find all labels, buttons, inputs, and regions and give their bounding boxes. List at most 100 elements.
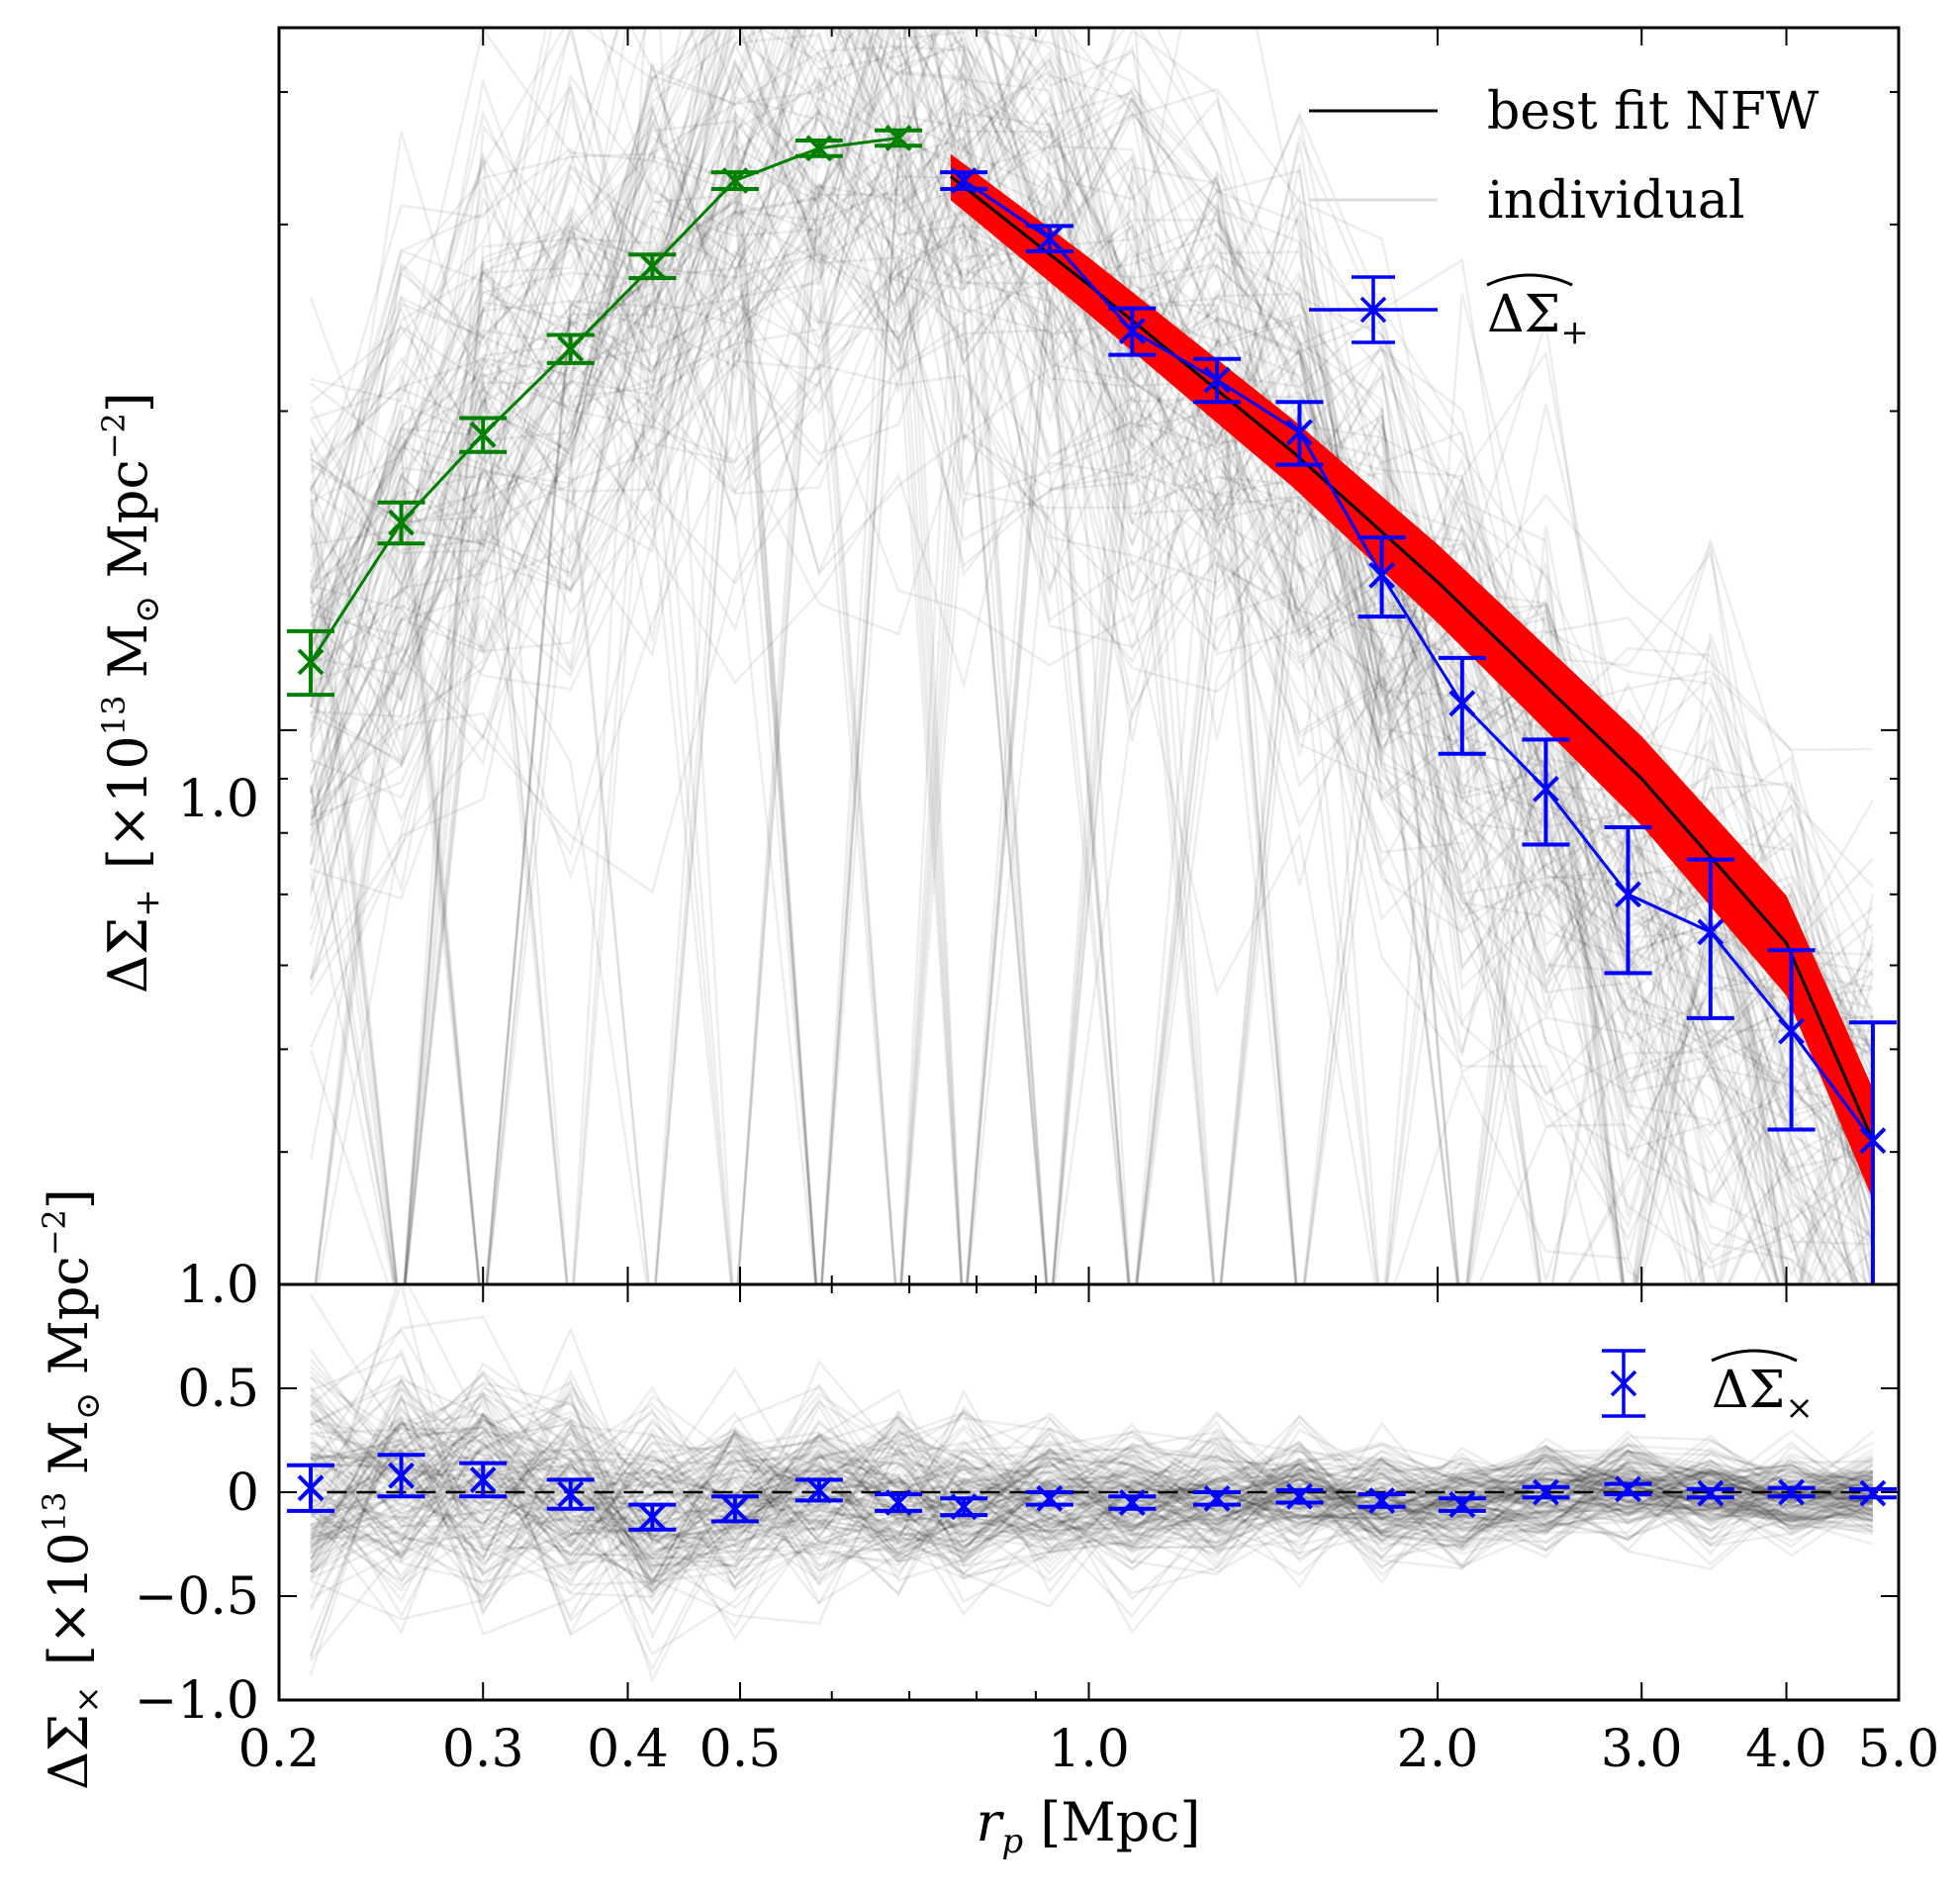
individual-curve-top — [309, 142, 1872, 1284]
individual-curve-bottom — [309, 1378, 1874, 1626]
individual-curve-top — [309, 114, 1874, 1284]
ylabel-top-bracket: [×10 — [97, 735, 159, 869]
individual-curve-bottom — [309, 1384, 1874, 1576]
individual-curve-top — [309, 319, 1807, 1284]
individual-curve-top — [309, 28, 1874, 1155]
cross-data-marker — [1697, 1479, 1725, 1507]
fitted-data-marker — [1615, 881, 1641, 908]
individual-curve-top — [309, 28, 1874, 1232]
individual-curve-top — [309, 28, 1875, 1065]
cross-data-point — [940, 1493, 988, 1521]
individual-curve-bottom — [310, 1427, 1874, 1596]
fit-confidence-band — [950, 153, 1873, 1200]
cross-data-point — [1193, 1484, 1242, 1512]
individual-curve-top — [309, 28, 1874, 1284]
individual-curve-bottom — [310, 1454, 1873, 1568]
individual-curve-bottom — [310, 1418, 1874, 1579]
fitted-data-marker — [1118, 318, 1146, 344]
individual-curve-bottom — [310, 1431, 1874, 1566]
individual-curve-top — [309, 257, 1815, 1284]
individual-curve-bottom — [309, 1394, 1873, 1560]
individual-curves-bottom — [309, 1284, 1874, 1683]
individual-curve-top — [309, 377, 1639, 1284]
inner-data-series — [287, 125, 923, 698]
individual-curve-top — [309, 28, 1874, 1095]
fitted-data-point — [1604, 824, 1652, 976]
individual-curve-bottom — [310, 1437, 1874, 1603]
individual-curve-top — [309, 184, 1875, 1284]
individual-curve-bottom — [310, 1385, 1874, 1602]
cross-data-marker — [1859, 1479, 1887, 1507]
ylabel-bot-unit: M — [38, 1420, 100, 1491]
cross-data-point — [1604, 1475, 1652, 1503]
cross-data-marker — [950, 1493, 978, 1521]
individual-curve-top — [309, 132, 1834, 1284]
inner-data-point — [287, 628, 335, 698]
individual-curve-top — [310, 28, 1874, 1160]
cross-data-point — [1357, 1486, 1406, 1514]
individual-curve-top — [310, 154, 1857, 1284]
inner-data-marker — [638, 252, 666, 280]
fitted-data-marker — [1036, 225, 1064, 252]
individual-curve-top — [310, 199, 1874, 1176]
fitted-data-marker — [1778, 1017, 1805, 1045]
inner-data-point — [628, 252, 677, 281]
x-tick-label: 4.0 — [1745, 1720, 1827, 1779]
individual-curve-top — [309, 28, 1875, 1284]
individual-curve-top — [309, 28, 1875, 1284]
cross-data-marker — [638, 1503, 666, 1531]
individual-curve-top — [309, 42, 1875, 1284]
fitted-data-point — [1275, 400, 1324, 467]
individual-curve-bottom — [309, 1407, 1873, 1656]
cross-data-point — [1522, 1478, 1570, 1506]
individual-curve-top — [309, 28, 1874, 1284]
fitted-data-point — [1848, 1020, 1897, 1284]
fitted-data-marker — [1532, 775, 1559, 803]
individual-curve-bottom — [310, 1400, 1874, 1528]
ylabel-top-main: ΔΣ — [97, 917, 159, 993]
individual-curve-bottom — [310, 1440, 1874, 1573]
legend-plus-marker — [1309, 275, 1438, 344]
individual-curve-top — [310, 62, 1874, 1284]
individual-curve-bottom — [309, 1391, 1874, 1640]
individual-curve-top — [310, 54, 1874, 1284]
inner-data-marker — [297, 648, 325, 676]
individual-curve-bottom — [310, 1366, 1874, 1565]
individual-curve-top — [309, 115, 1875, 1284]
legend-cross-sub: × — [1785, 1388, 1814, 1428]
individual-curve-top — [310, 250, 1822, 1284]
individual-curve-bottom — [310, 1371, 1873, 1552]
individual-curve-top — [310, 172, 1772, 1284]
individual-curve-bottom — [310, 1388, 1874, 1573]
individual-curve-bottom — [310, 1408, 1874, 1551]
ylabel-bot-odot: ⊙ — [68, 1392, 108, 1421]
individual-curve-top — [309, 28, 1874, 1284]
fitted-data-marker — [1448, 690, 1476, 717]
cross-data-marker — [388, 1462, 415, 1489]
ylabel-top-exp2: −2 — [95, 413, 133, 459]
individual-curve-top — [309, 189, 1874, 1284]
individual-curve-bottom — [310, 1425, 1874, 1576]
individual-curve-bottom — [310, 1372, 1874, 1574]
individual-curve-top — [309, 74, 1874, 1284]
individual-curve-top — [309, 28, 1875, 1284]
individual-curve-bottom — [309, 1403, 1873, 1563]
individual-curve-bottom — [310, 1414, 1873, 1581]
individual-curve-bottom — [310, 1453, 1874, 1559]
individual-curve-top — [309, 45, 1875, 1284]
cross-data-marker — [1615, 1475, 1641, 1503]
x-tick-label: 0.5 — [700, 1720, 782, 1779]
cross-data-marker — [1368, 1486, 1396, 1514]
cross-data-point — [287, 1463, 335, 1513]
individual-curve-bottom — [310, 1419, 1874, 1620]
individual-curve-top — [310, 28, 1875, 1246]
cross-data-point — [794, 1476, 843, 1504]
cross-data-point — [1767, 1478, 1816, 1506]
individual-curve-bottom — [309, 1315, 1874, 1588]
individual-curve-top — [309, 143, 1860, 1284]
fitted-data-marker — [1859, 1127, 1887, 1155]
individual-curve-bottom — [309, 1391, 1874, 1642]
fitted-data-connector — [963, 179, 1875, 1142]
ylabel-bot-unit2: Mpc — [38, 1256, 100, 1391]
